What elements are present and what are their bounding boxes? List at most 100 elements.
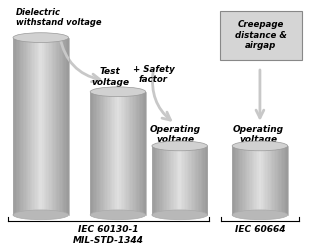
Bar — [159, 146, 161, 215]
Bar — [139, 92, 140, 215]
Bar — [272, 146, 274, 215]
Bar — [275, 146, 277, 215]
Bar — [203, 146, 205, 215]
Bar — [189, 146, 191, 215]
Bar — [131, 92, 132, 215]
Bar — [242, 146, 244, 215]
Bar — [178, 146, 180, 215]
Bar — [126, 92, 128, 215]
Bar — [94, 92, 96, 215]
Bar — [162, 146, 163, 215]
Bar — [33, 38, 34, 215]
Bar — [21, 38, 23, 215]
Bar — [285, 146, 287, 215]
Bar — [167, 146, 169, 215]
Bar — [17, 38, 19, 215]
Bar — [129, 92, 131, 215]
Bar — [243, 146, 245, 215]
Bar — [142, 92, 143, 215]
Bar — [241, 146, 242, 215]
Bar — [259, 146, 260, 215]
Bar — [28, 38, 30, 215]
Bar — [206, 146, 208, 215]
Bar — [101, 92, 103, 215]
Bar — [253, 146, 255, 215]
Bar — [268, 146, 270, 215]
Bar — [37, 38, 38, 215]
Ellipse shape — [90, 87, 146, 97]
Bar — [270, 146, 271, 215]
Bar — [257, 146, 259, 215]
Bar — [188, 146, 190, 215]
Bar — [48, 38, 50, 215]
Bar — [56, 38, 58, 215]
Bar — [264, 146, 266, 215]
Bar — [170, 146, 172, 215]
Text: Creepage
distance &
airgap: Creepage distance & airgap — [235, 20, 287, 50]
Bar — [136, 92, 138, 215]
Bar — [30, 38, 31, 215]
Bar — [205, 146, 206, 215]
Bar — [191, 146, 193, 215]
Bar — [117, 92, 118, 215]
Bar — [110, 92, 111, 215]
Bar — [196, 146, 198, 215]
Bar — [27, 38, 29, 215]
Ellipse shape — [13, 210, 69, 220]
Bar — [35, 38, 37, 215]
Bar — [155, 146, 156, 215]
Bar — [281, 146, 282, 215]
Ellipse shape — [90, 210, 146, 220]
Bar — [250, 146, 252, 215]
Bar — [23, 38, 24, 215]
Bar — [278, 146, 280, 215]
Bar — [152, 146, 154, 215]
Bar — [38, 38, 40, 215]
Bar — [13, 38, 15, 215]
Bar — [137, 92, 139, 215]
Ellipse shape — [13, 33, 69, 42]
Bar — [261, 146, 263, 215]
Bar — [42, 38, 44, 215]
Bar — [271, 146, 273, 215]
Bar — [53, 38, 55, 215]
Bar — [175, 146, 177, 215]
Bar — [284, 146, 285, 215]
Bar — [123, 92, 125, 215]
Bar — [265, 146, 267, 215]
Bar — [91, 92, 93, 215]
Text: IEC 60664: IEC 60664 — [235, 225, 285, 234]
Bar — [184, 146, 186, 215]
Bar — [260, 146, 262, 215]
Bar — [115, 92, 117, 215]
Bar — [20, 38, 22, 215]
Text: Operating
voltage: Operating voltage — [233, 125, 284, 144]
Bar — [144, 92, 146, 215]
Bar — [55, 38, 56, 215]
Bar — [256, 146, 258, 215]
FancyBboxPatch shape — [220, 10, 302, 60]
Bar — [192, 146, 194, 215]
Bar — [119, 92, 121, 215]
Ellipse shape — [232, 141, 288, 151]
Bar — [282, 146, 284, 215]
Bar — [44, 38, 45, 215]
Bar — [45, 38, 47, 215]
Bar — [113, 92, 114, 215]
Bar — [132, 92, 134, 215]
Bar — [108, 92, 110, 215]
Ellipse shape — [232, 210, 288, 220]
Bar — [39, 38, 41, 215]
Bar — [62, 38, 63, 215]
Bar — [128, 92, 129, 215]
Bar — [157, 146, 159, 215]
Bar — [180, 146, 181, 215]
Bar — [111, 92, 113, 215]
Text: + Safety
factor: + Safety factor — [133, 65, 174, 84]
Bar — [57, 38, 59, 215]
Bar — [201, 146, 202, 215]
Bar — [181, 146, 183, 215]
Bar — [107, 92, 108, 215]
Bar — [187, 146, 188, 215]
Bar — [199, 146, 201, 215]
